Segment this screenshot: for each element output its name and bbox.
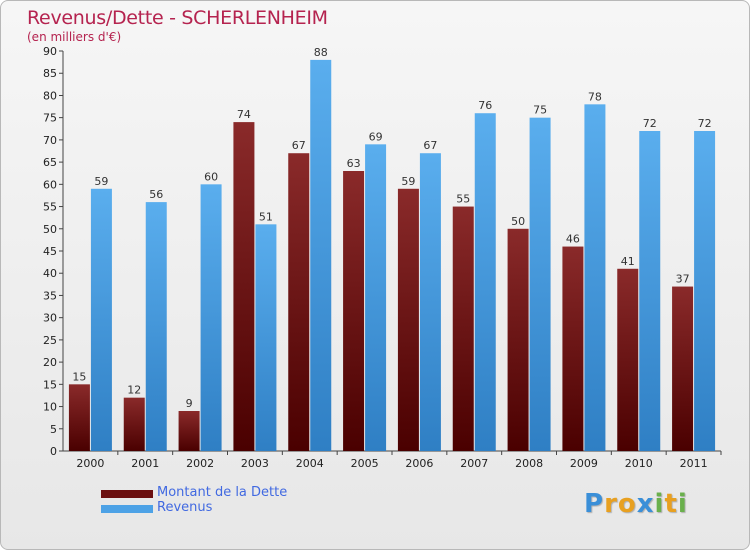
- x-tick-label: 2011: [680, 457, 708, 470]
- data-label: 60: [204, 170, 218, 183]
- data-label: 59: [401, 175, 415, 188]
- y-tick-label: 50: [43, 223, 57, 236]
- bar-revenus: [419, 153, 441, 451]
- y-tick-label: 20: [43, 356, 57, 369]
- x-tick-label: 2000: [76, 457, 104, 470]
- bar-revenus: [200, 184, 222, 452]
- bar-dette: [397, 188, 419, 451]
- x-tick-label: 2004: [296, 457, 324, 470]
- data-label: 50: [511, 215, 525, 228]
- bar-revenus: [255, 224, 277, 451]
- y-tick-label: 80: [43, 89, 57, 102]
- data-label: 37: [676, 273, 690, 286]
- data-label: 63: [347, 157, 361, 170]
- data-label: 46: [566, 233, 580, 246]
- chart-subtitle: (en milliers d'€): [27, 30, 122, 44]
- data-label: 51: [259, 210, 273, 223]
- legend-swatch: [101, 505, 153, 513]
- chart-title: Revenus/Dette - SCHERLENHEIM: [27, 7, 328, 29]
- bar-revenus: [639, 131, 661, 451]
- x-tick-label: 2005: [351, 457, 379, 470]
- data-label: 69: [369, 130, 383, 143]
- bar-dette: [68, 384, 90, 451]
- data-label: 9: [186, 397, 193, 410]
- y-tick-label: 75: [43, 112, 57, 125]
- bar-dette: [178, 411, 200, 451]
- x-tick-label: 2006: [405, 457, 433, 470]
- data-label: 75: [533, 104, 547, 117]
- data-label: 55: [456, 193, 470, 206]
- legend-swatch: [101, 490, 153, 498]
- bar-revenus: [584, 104, 606, 451]
- data-label: 15: [72, 370, 86, 383]
- data-label: 88: [314, 46, 328, 59]
- y-tick-label: 85: [43, 67, 57, 80]
- y-tick-label: 90: [43, 45, 57, 58]
- y-tick-label: 30: [43, 312, 57, 325]
- y-tick-label: 60: [43, 178, 57, 191]
- x-tick-label: 2007: [460, 457, 488, 470]
- y-tick-label: 70: [43, 134, 57, 147]
- y-tick-label: 65: [43, 156, 57, 169]
- bar-revenus: [474, 113, 496, 451]
- x-tick-label: 2008: [515, 457, 543, 470]
- bar-dette: [343, 171, 365, 451]
- y-tick-label: 55: [43, 201, 57, 214]
- bar-dette: [123, 397, 145, 451]
- x-tick-label: 2010: [625, 457, 653, 470]
- y-tick-label: 35: [43, 289, 57, 302]
- x-tick-label: 2002: [186, 457, 214, 470]
- data-label: 76: [478, 99, 492, 112]
- y-tick-label: 15: [43, 378, 57, 391]
- data-label: 78: [588, 90, 602, 103]
- bar-dette: [617, 268, 639, 451]
- y-tick-label: 0: [50, 445, 57, 458]
- data-label: 72: [698, 117, 712, 130]
- y-tick-label: 45: [43, 245, 57, 258]
- x-tick-label: 2009: [570, 457, 598, 470]
- bar-dette: [507, 228, 529, 451]
- bar-dette: [452, 206, 474, 451]
- data-label: 41: [621, 255, 635, 268]
- data-label: 67: [423, 139, 437, 152]
- data-label: 59: [94, 175, 108, 188]
- x-tick-label: 2001: [131, 457, 159, 470]
- x-tick-label: 2003: [241, 457, 269, 470]
- bar-dette: [562, 246, 584, 451]
- proxiti-logo: Proxiti: [584, 489, 688, 519]
- y-tick-label: 10: [43, 401, 57, 414]
- bar-revenus: [145, 202, 167, 451]
- bar-revenus: [310, 59, 332, 452]
- bar-dette: [288, 153, 310, 451]
- bar-dette: [672, 286, 694, 451]
- data-label: 72: [643, 117, 657, 130]
- bar-revenus: [365, 144, 387, 452]
- legend-label: Montant de la Dette: [157, 485, 288, 500]
- y-tick-label: 40: [43, 267, 57, 280]
- bar-revenus: [694, 131, 716, 451]
- y-tick-label: 5: [50, 423, 57, 436]
- data-label: 56: [149, 188, 163, 201]
- data-label: 74: [237, 108, 251, 121]
- data-label: 12: [127, 384, 141, 397]
- bar-revenus: [529, 117, 551, 452]
- data-label: 67: [292, 139, 306, 152]
- legend-label: Revenus: [157, 500, 213, 515]
- bar-revenus: [90, 188, 112, 451]
- y-tick-label: 25: [43, 334, 57, 347]
- bar-dette: [233, 122, 255, 451]
